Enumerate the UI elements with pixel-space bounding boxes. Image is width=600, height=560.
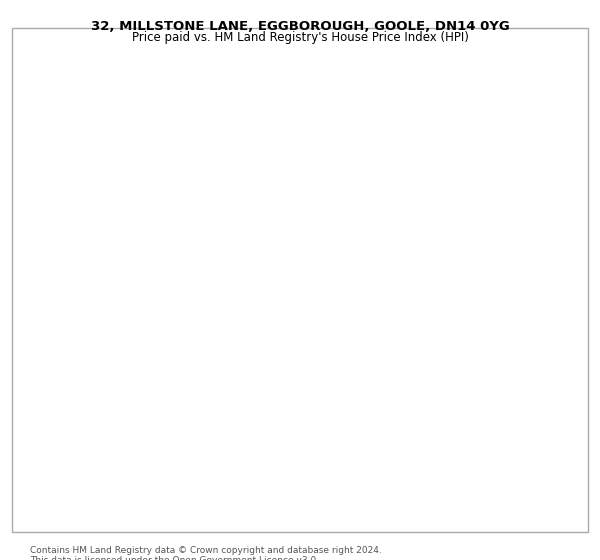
Text: 33% ↓ HPI: 33% ↓ HPI (343, 465, 403, 475)
Text: £265,000: £265,000 (235, 498, 288, 508)
Bar (426, 73, 521, 381)
Text: Price paid vs. HM Land Registry's House Price Index (HPI): Price paid vs. HM Land Registry's House … (131, 31, 469, 44)
Text: 2: 2 (32, 497, 39, 510)
Text: 1: 1 (422, 103, 430, 116)
Text: 32, MILLSTONE LANE, EGGBOROUGH, GOOLE, DN14 0YG (detached house): 32, MILLSTONE LANE, EGGBOROUGH, GOOLE, D… (79, 416, 469, 426)
Text: 09-OCT-2015: 09-OCT-2015 (73, 465, 146, 475)
Text: 17-JUN-2021: 17-JUN-2021 (73, 498, 144, 508)
Text: Contains HM Land Registry data © Crown copyright and database right 2024.
This d: Contains HM Land Registry data © Crown c… (30, 546, 382, 560)
Text: 26% ↓ HPI: 26% ↓ HPI (343, 498, 403, 508)
Text: £202,995: £202,995 (235, 465, 289, 475)
Text: 32, MILLSTONE LANE, EGGBOROUGH, GOOLE, DN14 0YG: 32, MILLSTONE LANE, EGGBOROUGH, GOOLE, D… (91, 20, 509, 32)
Text: HPI: Average price, detached house, North Yorkshire: HPI: Average price, detached house, Nort… (79, 434, 352, 444)
Text: 1: 1 (32, 463, 39, 476)
Text: 2: 2 (518, 103, 526, 116)
